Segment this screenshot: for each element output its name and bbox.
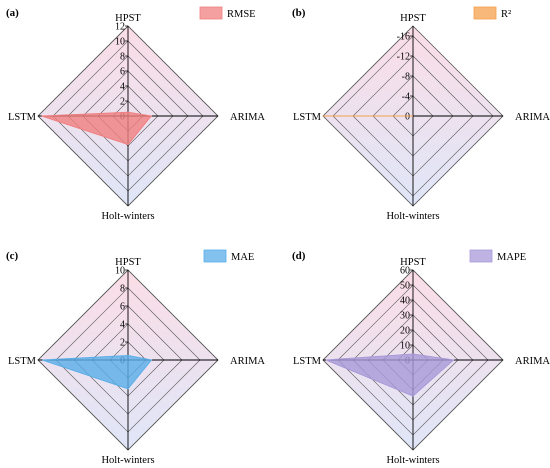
panel-label: (a) (6, 7, 19, 19)
radar-tick-label: 20 (400, 326, 410, 337)
axis-label-arima: ARIMA (230, 112, 265, 123)
radar-panel-2: 0 -4 -8 -12 -16 HPST ARIMA Holt-winters LSTM R² (b… (292, 6, 550, 222)
radar-panel-4: 0102030405060HPSTARIMAHolt-wintersLSTMMA… (292, 249, 550, 466)
legend-swatch (469, 249, 493, 263)
legend-label: MAE (231, 252, 254, 263)
panel-label: (b) (292, 7, 306, 19)
axis-label-hpst: HPST (115, 13, 141, 24)
axis-label-arima: ARIMA (230, 356, 265, 367)
legend-swatch (203, 249, 227, 263)
radar-tick-label: 6 (120, 67, 125, 78)
axis-label-holt-winters: Holt-winters (386, 211, 439, 222)
radar-tick-label: 60 (400, 266, 410, 277)
radar-tick-label: 30 (400, 311, 410, 322)
axis-label-arima: ARIMA (515, 356, 550, 367)
legend-label: R² (501, 9, 511, 20)
radar-tick-label: 10 (115, 266, 125, 277)
legend-swatch (473, 6, 497, 20)
axis-label-hpst: HPST (400, 257, 426, 268)
axis-label-lstm: LSTM (293, 356, 322, 367)
radar-tick-label: 0 (405, 112, 410, 123)
panel-label: (c) (6, 250, 19, 262)
panel-label: (d) (292, 250, 306, 262)
axis-label-holt-winters: Holt-winters (386, 455, 439, 466)
radar-tick-label: -16 (397, 32, 410, 43)
legend-label: RMSE (227, 9, 256, 20)
radar-tick-label: -4 (402, 92, 410, 103)
radar-tick-label: 12 (115, 22, 125, 33)
radar-tick-label: 8 (120, 52, 125, 63)
radar-tick-label: 6 (120, 302, 125, 313)
radar-tick-label: 50 (400, 281, 410, 292)
axis-label-lstm: LSTM (293, 112, 322, 123)
radar-tick-label: -12 (397, 52, 410, 63)
legend-label: MAPE (497, 252, 526, 263)
radar-tick-label: 10 (115, 37, 125, 48)
axis-label-holt-winters: Holt-winters (101, 455, 154, 466)
radar-tick-label: 2 (120, 338, 125, 349)
radar-tick-label: -8 (402, 72, 410, 83)
axis-label-holt-winters: Holt-winters (101, 211, 154, 222)
radar-tick-label: 4 (120, 82, 125, 93)
radar-tick-label: 10 (400, 341, 410, 352)
axis-label-arima: ARIMA (515, 112, 550, 123)
radar-tick-label: 2 (120, 97, 125, 108)
radar-tick-label: 40 (400, 296, 410, 307)
axis-label-lstm: LSTM (8, 356, 37, 367)
axis-label-hpst: HPST (400, 13, 426, 24)
legend-swatch (199, 6, 223, 20)
radar-panel-1: 024681012HPSTARIMAHolt-wintersLSTMRMSE(a… (6, 6, 265, 222)
radar-tick-label: 8 (120, 284, 125, 295)
axis-label-lstm: LSTM (8, 112, 37, 123)
axis-label-hpst: HPST (115, 257, 141, 268)
radar-tick-label: 4 (120, 320, 125, 331)
